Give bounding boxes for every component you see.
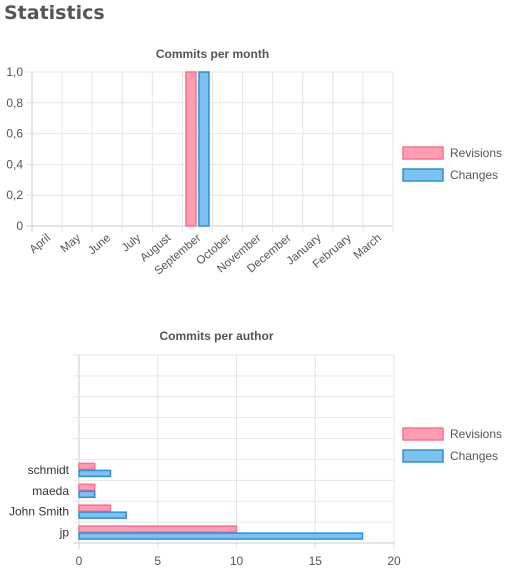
y-tick-label: 0,4 — [6, 157, 23, 171]
y-tick-label: 0,2 — [6, 188, 23, 202]
chart-title: Commits per author — [159, 329, 273, 343]
legend-swatch-changes — [402, 449, 444, 463]
legend-label-revisions: Revisions — [450, 427, 502, 441]
legend-swatch-changes — [402, 168, 444, 182]
bar-revisions-maeda — [78, 483, 96, 492]
bar-changes-maeda — [78, 490, 96, 499]
x-tick-label: March — [352, 232, 384, 262]
bar-revisions-september — [185, 71, 197, 227]
y-tick-label: John Smith — [9, 505, 69, 519]
commits-per-month-chart: Commits per month 0 0,2 0,4 0,6 0,8 1,0 April Ma… — [6, 47, 502, 277]
x-tick-label: 20 — [387, 554, 401, 568]
y-tick-label: jp — [59, 526, 70, 540]
x-tick-label: 5 — [154, 554, 161, 568]
page-title: Statistics — [4, 2, 105, 24]
chart-title: Commits per month — [156, 47, 269, 61]
bar-changes-september — [198, 71, 210, 227]
legend-label-revisions: Revisions — [450, 146, 502, 160]
x-tick-label: 0 — [76, 554, 83, 568]
x-tick-label: 15 — [309, 554, 323, 568]
x-tick-label: July — [120, 232, 144, 254]
bar-revisions-schmidt — [78, 462, 96, 471]
legend-label-changes: Changes — [450, 449, 498, 463]
bar-changes-jp — [78, 532, 364, 540]
x-tick-label: May — [59, 232, 84, 255]
y-tick-label: schmidt — [28, 463, 70, 477]
x-tick-label: April — [28, 232, 53, 256]
y-tick-label: 0,8 — [6, 96, 23, 110]
x-tick-label: June — [86, 232, 113, 257]
legend-label-changes: Changes — [450, 168, 498, 182]
legend-swatch-revisions — [402, 427, 444, 441]
bar-changes-john-smith — [78, 511, 127, 519]
y-tick-label: 0 — [16, 219, 23, 233]
commits-per-author-chart: Commits per author 0 5 10 15 20 schmidt maeda Jo… — [9, 329, 502, 568]
legend-swatch-revisions — [402, 146, 444, 160]
bar-revisions-jp — [78, 525, 238, 533]
x-tick-label: 10 — [230, 554, 244, 568]
y-tick-label: 0,6 — [6, 127, 23, 141]
y-tick-label: 1,0 — [6, 65, 23, 79]
bar-revisions-john-smith — [78, 504, 112, 512]
bar-changes-schmidt — [78, 469, 112, 478]
y-tick-label: maeda — [32, 484, 69, 498]
